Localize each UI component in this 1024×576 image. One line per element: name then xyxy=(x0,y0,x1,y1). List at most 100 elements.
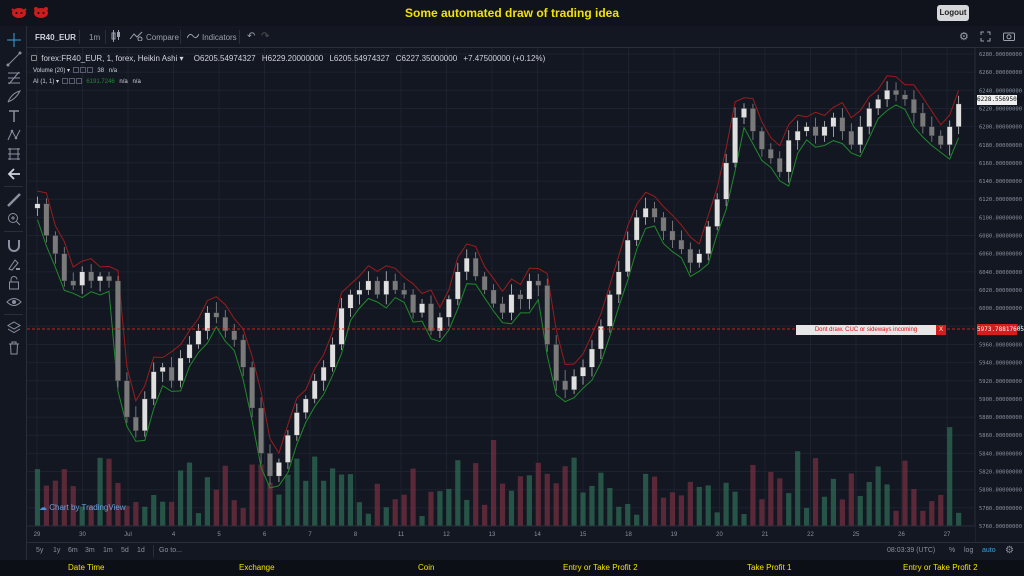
pattern-icon[interactable] xyxy=(6,127,22,143)
volume-label[interactable]: Volume (20) xyxy=(33,68,66,74)
clock-display[interactable]: 08:03:39 (UTC) xyxy=(887,547,936,554)
price-tick-label: 6120.00000000 xyxy=(979,197,1022,203)
legend-high: H6229.20000000 xyxy=(261,54,324,63)
range-1m[interactable]: 1m xyxy=(103,547,113,554)
measure-icon[interactable] xyxy=(6,146,22,162)
candle-body xyxy=(79,271,85,286)
symbol-search[interactable]: FR40_EUR xyxy=(35,33,76,42)
logout-button[interactable]: Logout xyxy=(937,5,969,21)
candles xyxy=(34,81,962,485)
layers-icon[interactable] xyxy=(6,320,22,336)
range-6m[interactable]: 6m xyxy=(68,547,78,554)
volume-bar xyxy=(160,501,166,526)
candle-body xyxy=(52,235,59,254)
volume-bar xyxy=(508,490,515,526)
crosshair-icon[interactable] xyxy=(6,32,22,48)
candle-style-icon[interactable] xyxy=(111,30,121,42)
camera-icon[interactable] xyxy=(1003,31,1015,41)
chart-toolbar: FR40_EUR 1m Compare Indicators ↶ ↷ ⚙ xyxy=(27,26,1024,48)
candle-body xyxy=(240,339,246,368)
indicators-icon[interactable] xyxy=(187,32,199,40)
settings-icon[interactable] xyxy=(79,67,86,74)
volume-bar xyxy=(750,464,756,526)
price-tick-label: 6200.00000000 xyxy=(979,125,1022,131)
eye-toggle-icon[interactable] xyxy=(61,78,68,85)
settings-gear-icon[interactable]: ⚙ xyxy=(1005,545,1014,556)
range-5y[interactable]: 5y xyxy=(36,547,44,554)
fib-icon[interactable] xyxy=(6,70,22,86)
candle-body xyxy=(580,367,586,377)
indicators-button[interactable]: Indicators xyxy=(202,33,237,42)
candle-body xyxy=(571,376,577,390)
bull-logo-icon[interactable] xyxy=(10,5,28,19)
eye-toggle-icon[interactable] xyxy=(72,67,79,74)
back-arrow-icon[interactable] xyxy=(6,166,22,182)
toolbar-divider xyxy=(4,231,23,232)
candle-body xyxy=(499,303,506,313)
compare-button[interactable]: Compare xyxy=(146,33,179,42)
alert-label[interactable]: Dont draw. CUC or sideways incoming xyxy=(796,325,936,335)
fullscreen-icon[interactable] xyxy=(980,31,991,42)
compare-icon[interactable] xyxy=(129,31,143,41)
candle-body xyxy=(61,253,68,282)
volume-bar xyxy=(330,468,336,526)
lock-drawing-icon[interactable] xyxy=(6,256,22,272)
alert-close-button[interactable]: X xyxy=(936,325,946,335)
volume-bar xyxy=(490,439,497,526)
undo-icon[interactable]: ↶ xyxy=(247,31,256,42)
range-1d[interactable]: 1d xyxy=(137,547,145,554)
close-icon[interactable] xyxy=(75,78,82,85)
bear-logo-icon[interactable] xyxy=(32,5,50,19)
trendline-icon[interactable] xyxy=(6,51,22,67)
candle-body xyxy=(320,367,327,381)
trash-icon[interactable] xyxy=(6,340,22,356)
chart-area[interactable]: 6280.00000000 6260.00000000 6240.00000000 6… xyxy=(27,48,1024,542)
text-icon[interactable] xyxy=(6,108,22,124)
candle-body xyxy=(249,367,255,409)
volume-bar xyxy=(231,500,237,526)
magnet-icon[interactable] xyxy=(6,237,22,253)
candle-body xyxy=(303,398,309,413)
candle-body xyxy=(34,203,41,209)
price-tick-label: 5820.00000000 xyxy=(979,470,1022,476)
ai-legend: AI (1, 1) ▾ 6191.7246 n/a n/a xyxy=(33,78,141,85)
brush-icon[interactable] xyxy=(6,89,22,105)
auto-toggle[interactable]: auto xyxy=(982,547,996,554)
redo-icon[interactable]: ↷ xyxy=(261,31,270,42)
volume-bar xyxy=(920,510,926,526)
price-tick-label: 5840.00000000 xyxy=(979,451,1022,457)
volume-bar xyxy=(294,458,300,526)
range-1y[interactable]: 1y xyxy=(53,547,61,554)
range-3m[interactable]: 3m xyxy=(85,547,95,554)
percent-toggle[interactable]: % xyxy=(949,547,956,554)
candle-body xyxy=(437,317,443,331)
volume-bar xyxy=(544,473,550,526)
volume-bar xyxy=(812,458,819,526)
collapse-legend-icon[interactable] xyxy=(31,55,37,61)
close-icon[interactable] xyxy=(86,67,93,74)
range-5d[interactable]: 5d xyxy=(121,547,129,554)
candle-body xyxy=(195,330,202,345)
candle-body xyxy=(258,407,264,454)
candle-body xyxy=(481,276,488,291)
ai-na1: n/a xyxy=(119,79,128,85)
watermark-text: Chart by TradingView xyxy=(49,503,126,512)
lock-icon[interactable] xyxy=(6,275,22,291)
tradingview-watermark[interactable]: ☁ Chart by TradingView xyxy=(39,503,126,512)
ai-label[interactable]: AI (1, 1) xyxy=(33,79,55,85)
volume-bar xyxy=(902,460,908,526)
log-toggle[interactable]: log xyxy=(964,547,974,554)
volume-bar xyxy=(821,496,828,526)
candle-body xyxy=(285,435,291,463)
settings-gear-icon[interactable]: ⚙ xyxy=(959,31,969,43)
legend-title[interactable]: forex:FR40_EUR, 1, forex, Heikin Ashi xyxy=(41,54,178,63)
time-tick-label: 20 xyxy=(716,532,723,538)
eye-icon[interactable] xyxy=(6,294,22,310)
ruler-icon[interactable] xyxy=(6,192,22,208)
price-chart[interactable]: 6280.000000006260.000000006240.000000006… xyxy=(27,48,1024,542)
interval-selector[interactable]: 1m xyxy=(89,33,101,42)
goto-button[interactable]: Go to... xyxy=(159,547,182,554)
settings-icon[interactable] xyxy=(68,78,75,85)
zoom-icon[interactable] xyxy=(6,211,22,227)
candle-body xyxy=(803,126,810,132)
